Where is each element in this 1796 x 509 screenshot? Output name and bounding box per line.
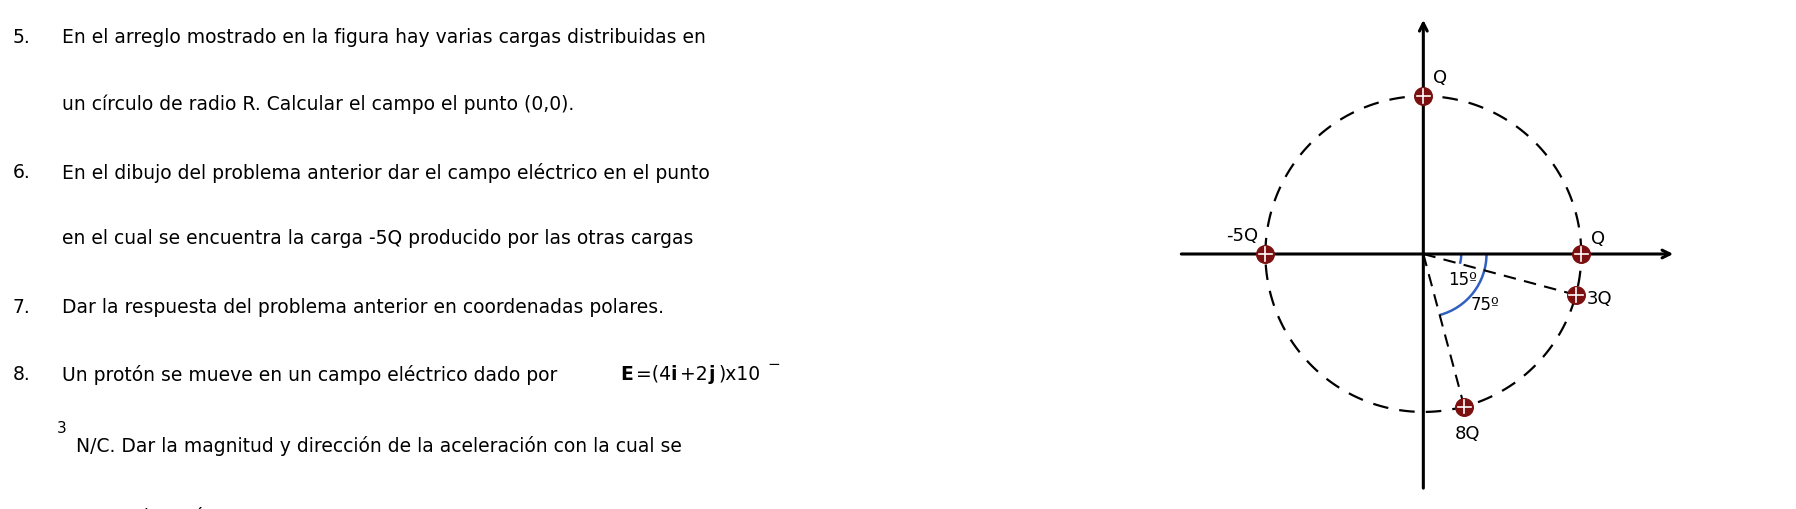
Text: 8Q: 8Q [1455, 425, 1480, 442]
Text: −: − [769, 356, 781, 371]
Text: 15º: 15º [1449, 270, 1478, 288]
Text: en el cual se encuentra la carga -5Q producido por las otras cargas: en el cual se encuentra la carga -5Q pro… [63, 229, 693, 248]
Point [1252, 250, 1281, 259]
Text: 8.: 8. [13, 364, 31, 383]
Text: N/C. Dar la magnitud y dirección de la aceleración con la cual se: N/C. Dar la magnitud y dirección de la a… [75, 435, 682, 455]
Text: -5Q: -5Q [1227, 227, 1257, 244]
Text: Un protón se mueve en un campo eléctrico dado por: Un protón se mueve en un campo eléctrico… [63, 364, 564, 384]
Text: En el arreglo mostrado en la figura hay varias cargas distribuidas en: En el arreglo mostrado en la figura hay … [63, 28, 706, 47]
Text: 7.: 7. [13, 298, 31, 317]
Point [1449, 403, 1478, 411]
Text: +2: +2 [681, 364, 708, 383]
Point [1566, 250, 1595, 259]
Text: Dar la respuesta del problema anterior en coordenadas polares.: Dar la respuesta del problema anterior e… [63, 298, 665, 317]
Text: i: i [670, 364, 677, 383]
Text: 5.: 5. [13, 28, 31, 47]
Text: j: j [709, 364, 715, 383]
Text: 75º: 75º [1471, 296, 1500, 314]
Text: 6.: 6. [13, 163, 31, 182]
Text: mueve el protón.: mueve el protón. [63, 506, 223, 509]
Point [1561, 291, 1589, 299]
Text: 3Q: 3Q [1588, 290, 1613, 307]
Text: )x10: )x10 [718, 364, 762, 383]
Text: 3: 3 [57, 420, 66, 435]
Text: En el dibujo del problema anterior dar el campo eléctrico en el punto: En el dibujo del problema anterior dar e… [63, 163, 709, 183]
Text: =(4: =(4 [630, 364, 672, 383]
Point [1408, 93, 1437, 101]
Text: un círculo de radio R. Calcular el campo el punto (0,0).: un círculo de radio R. Calcular el campo… [63, 94, 575, 114]
Text: Q: Q [1433, 69, 1448, 87]
Text: Q: Q [1591, 230, 1606, 248]
Text: E: E [620, 364, 632, 383]
